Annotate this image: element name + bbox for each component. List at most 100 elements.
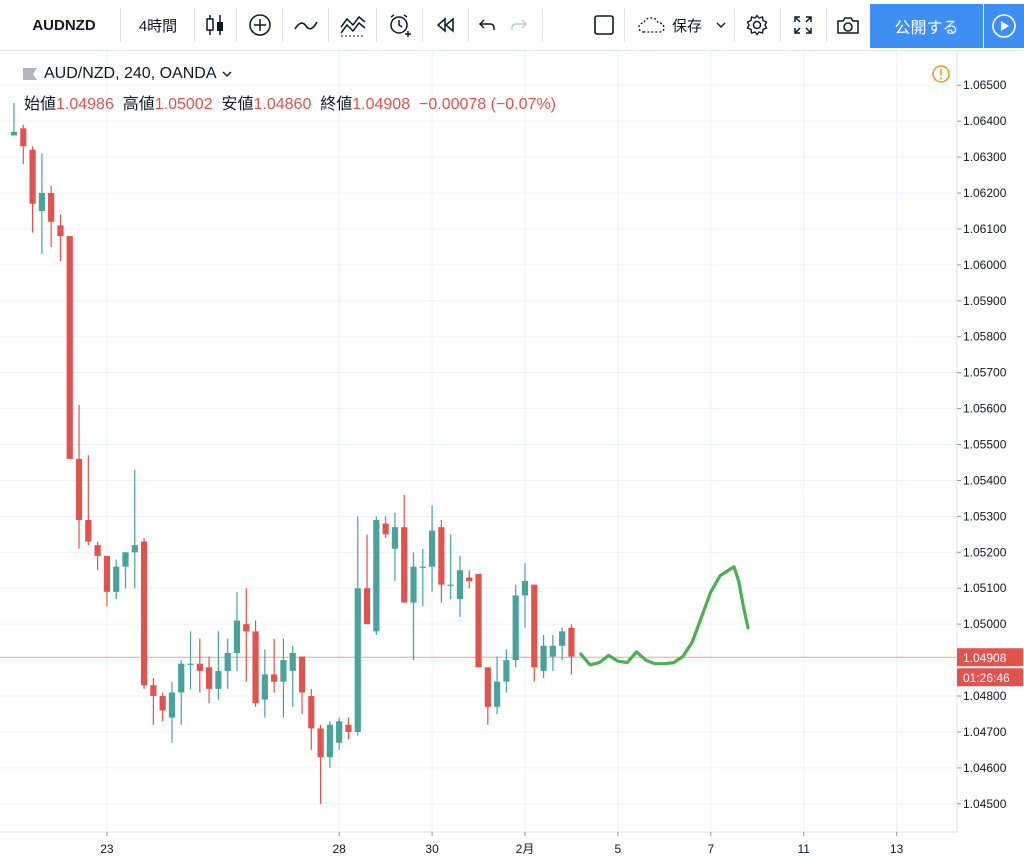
undo-icon[interactable] [472,0,502,50]
candle-body [150,685,157,697]
price-tick-label: 1.05700 [963,366,1007,380]
gear-icon[interactable] [736,0,778,50]
compare-icon[interactable] [330,0,376,50]
candle-body [38,192,45,211]
price-tick-label: 1.06400 [963,114,1007,128]
chart-legend-title[interactable]: AUD/NZD, 240, OANDA [22,65,232,83]
candle-body [168,692,176,718]
candle-body [75,458,83,520]
candle-body [401,527,408,603]
chevron-down-icon[interactable] [222,71,232,78]
candle-body [308,696,315,729]
candle-body [559,631,566,646]
candle-body [317,728,324,758]
toolbar-divider [328,8,329,42]
candle-body [66,236,73,459]
toolbar-divider [734,8,735,42]
toolbar-divider [422,8,423,42]
candle-body [178,663,185,693]
high-value: 1.05002 [154,96,213,113]
candle-body [391,527,399,549]
price-tag-box [957,648,1023,667]
candle-body [438,527,445,585]
save-button[interactable]: 保存 [671,17,702,35]
candle-body [140,541,148,686]
candle-body [289,652,296,671]
candle-body [196,663,203,671]
symbol-search-button[interactable]: AUDNZD [32,16,96,34]
candle-body [206,667,213,689]
candle-body [224,652,231,671]
candle-body [122,552,129,567]
top-toolbar: AUDNZD 4時間 保存 [0,0,1024,51]
change-value: −0.00078 (−0.07%) [419,96,556,113]
toolbar-divider [236,8,237,42]
chevron-down-icon[interactable] [710,0,732,50]
redo-icon[interactable] [504,0,534,50]
replay-icon[interactable] [424,0,468,50]
add-indicator-icon[interactable] [238,0,282,50]
price-tick-label: 1.06000 [963,258,1007,272]
chart-background [0,51,1024,862]
candle-body [447,584,454,586]
candle-body [233,620,241,653]
candle-body [85,519,92,542]
time-tick-label: 13 [890,842,904,856]
interval-button[interactable]: 4時間 [138,17,178,35]
close-value: 1.04908 [352,96,411,113]
candle-body [243,624,250,632]
time-tick-label: 5 [615,842,622,856]
price-tick-label: 1.06300 [963,150,1007,164]
chart-grid [0,51,957,832]
candle-body [326,724,333,758]
fullscreen-icon[interactable] [782,0,824,50]
candle-body [215,670,222,689]
camera-icon[interactable] [828,0,868,50]
candles-icon[interactable] [196,0,234,50]
toolbar-divider [826,8,827,42]
price-axis[interactable]: 1.06500 1.06400 1.06300 1.06200 1.06100 1.060… [957,78,1007,811]
time-tick-label: 2月 [516,842,535,856]
toolbar-divider [120,8,121,42]
user-drawing[interactable] [579,565,750,667]
price-tick-label: 1.05300 [963,509,1007,523]
candle-body [261,674,268,700]
play-icon[interactable] [984,4,1024,48]
candle-body [159,696,166,711]
current-price-tag: 1.04908 01:26:46 [957,648,1023,687]
low-label: 安値 [221,96,254,113]
candle-body [373,519,380,632]
candle-body [521,581,529,596]
layout-square-icon[interactable] [586,0,622,50]
price-tick-label: 1.05200 [963,545,1007,559]
toolbar-divider [780,8,781,42]
candle-body [345,724,352,732]
ohlc-legend: 始値1.04986 高値1.05002 安値1.04860 終値1.04908 … [24,90,556,114]
candle-body [20,128,27,147]
publish-button[interactable]: 公開する [870,4,983,48]
candle-body [494,681,501,707]
price-tick-label: 1.05500 [963,438,1007,452]
candle-body [187,663,194,665]
candle-body [428,530,436,567]
low-value: 1.04860 [253,96,312,113]
candle-body [475,573,482,668]
indicator-line-icon[interactable] [284,0,328,50]
candle-body [29,149,36,204]
cloud-icon[interactable] [632,0,672,50]
warning-icon[interactable] [932,65,950,83]
candle-body [298,656,306,693]
candle-body [410,566,417,603]
countdown-box [957,668,1023,687]
time-axis[interactable]: 23 28 30 2月 5 7 11 13 [100,832,904,856]
price-tick-label: 1.06500 [963,78,1007,92]
alert-icon[interactable] [378,0,422,50]
candle-body [94,545,101,556]
candle-body [354,588,361,732]
candle-body [419,566,426,568]
candle-body [113,566,120,592]
toolbar-divider [376,8,377,42]
price-tick-label: 1.05600 [963,402,1007,416]
candle-body [363,588,371,625]
